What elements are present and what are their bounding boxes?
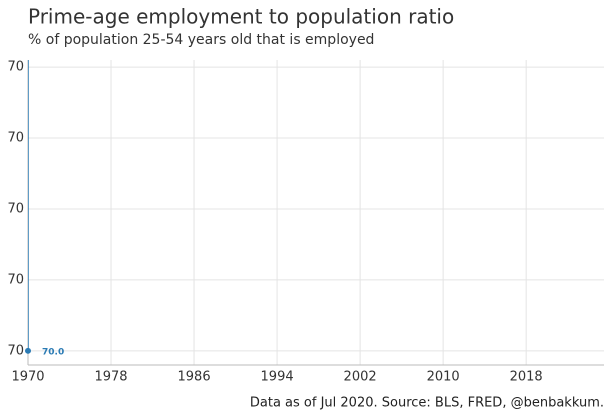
y-tick-label: 70	[7, 272, 24, 287]
x-tick-label: 2018	[510, 370, 543, 385]
caption: Data as of Jul 2020. Source: BLS, FRED, …	[250, 396, 604, 411]
y-tick-label: 70	[7, 343, 24, 358]
point	[25, 347, 31, 354]
chart-title: Prime-age employment to population ratio	[28, 5, 454, 29]
x-tick-label: 1970	[11, 370, 44, 385]
x-tick-label: 1986	[178, 370, 211, 385]
y-tick-label: 70	[7, 201, 24, 216]
y-tick-label: 70	[7, 60, 24, 75]
x-tick-label: 2010	[427, 370, 460, 385]
x-tick-label: 2002	[344, 370, 377, 385]
x-tick-label: 1978	[94, 370, 127, 385]
x-tick-label: 1994	[261, 370, 294, 385]
data-label: 70.0	[42, 347, 64, 357]
y-tick-label: 70	[7, 131, 24, 146]
chart-subtitle: % of population 25-54 years old that is …	[28, 32, 374, 48]
